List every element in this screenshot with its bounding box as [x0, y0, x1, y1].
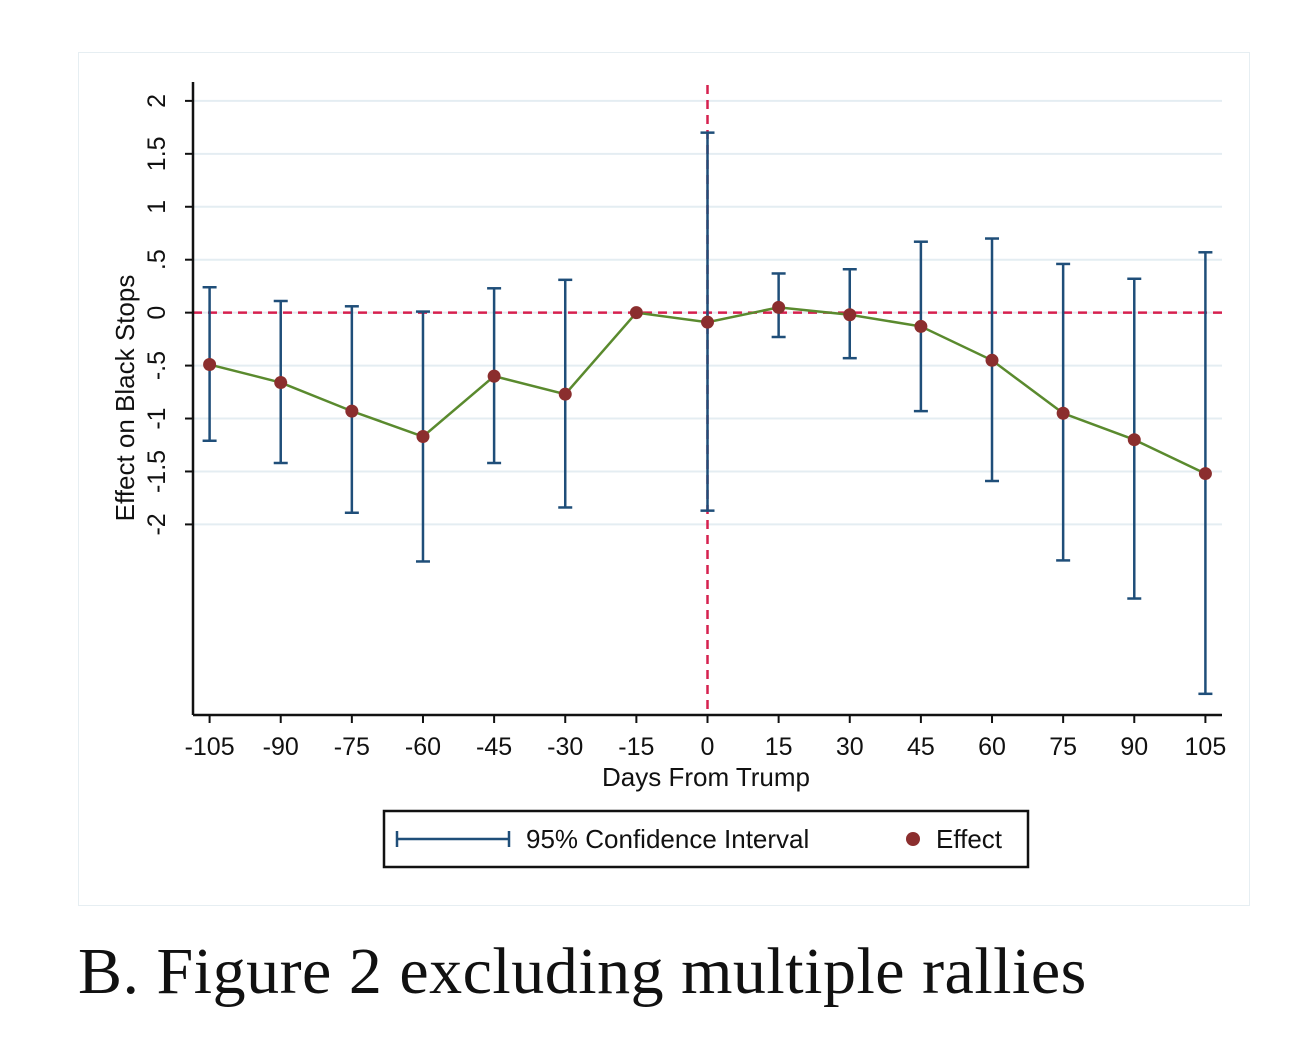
effect-point — [1127, 433, 1141, 447]
effect-point — [772, 300, 786, 314]
effect-point — [1198, 467, 1212, 481]
legend: 95% Confidence Interval Effect — [382, 809, 1030, 869]
axes: -105 -90 -75 -60 -45 -30 -15 0 15 30 45 60 75 90 105 -2… — [143, 82, 1226, 761]
y-tick-label: -2 — [143, 513, 171, 535]
x-tick-label: 90 — [1120, 733, 1148, 761]
effect-point — [701, 315, 714, 329]
legend-ci-symbol — [395, 831, 511, 847]
effect-point — [843, 308, 857, 322]
y-tick-label: -1.5 — [143, 450, 171, 493]
x-tick-label: 60 — [978, 733, 1006, 761]
legend-effect-marker — [906, 832, 920, 846]
x-tick-label: 30 — [836, 733, 864, 761]
y-tick-label: .5 — [143, 249, 171, 270]
x-tick-label: -60 — [405, 733, 441, 761]
y-tick-label: 0 — [143, 306, 171, 320]
figure-caption: B. Figure 2 excluding multiple rallies — [78, 935, 1087, 1008]
y-tick-label: 1.5 — [143, 136, 171, 171]
effect-point — [345, 404, 359, 418]
effect-point — [1056, 406, 1070, 420]
legend-ci-label: 95% Confidence Interval — [526, 824, 809, 854]
effect-point — [629, 306, 643, 320]
effect-point — [487, 369, 501, 383]
effect-point — [558, 387, 572, 401]
y-tick-label: -.5 — [143, 351, 171, 380]
y-axis-title: Effect on Black Stops — [110, 275, 140, 522]
x-axis-title: Days From Trump — [602, 762, 810, 792]
effect-point — [985, 353, 999, 367]
x-tick-label: 75 — [1049, 733, 1077, 761]
x-tick-label: 0 — [701, 733, 715, 761]
x-tick-label: -15 — [618, 733, 654, 761]
x-tick-label: -30 — [547, 733, 583, 761]
x-tick-label: -90 — [263, 733, 299, 761]
effect-point — [203, 358, 217, 372]
y-tick-label: -1 — [143, 407, 171, 429]
x-tick-label: 45 — [907, 733, 935, 761]
effect-point — [274, 376, 288, 390]
y-tick-label: 2 — [143, 94, 171, 108]
y-tick-label: 1 — [143, 200, 171, 214]
x-tick-label: -105 — [185, 733, 235, 761]
effect-points — [203, 300, 1212, 481]
effect-point — [416, 430, 430, 444]
x-tick-label: 15 — [765, 733, 793, 761]
x-tick-label: 105 — [1185, 733, 1227, 761]
legend-effect-label: Effect — [936, 824, 1003, 854]
plot-frame — [78, 52, 1250, 906]
x-tick-label: -75 — [334, 733, 370, 761]
x-tick-label: -45 — [476, 733, 512, 761]
effect-point — [914, 319, 928, 333]
